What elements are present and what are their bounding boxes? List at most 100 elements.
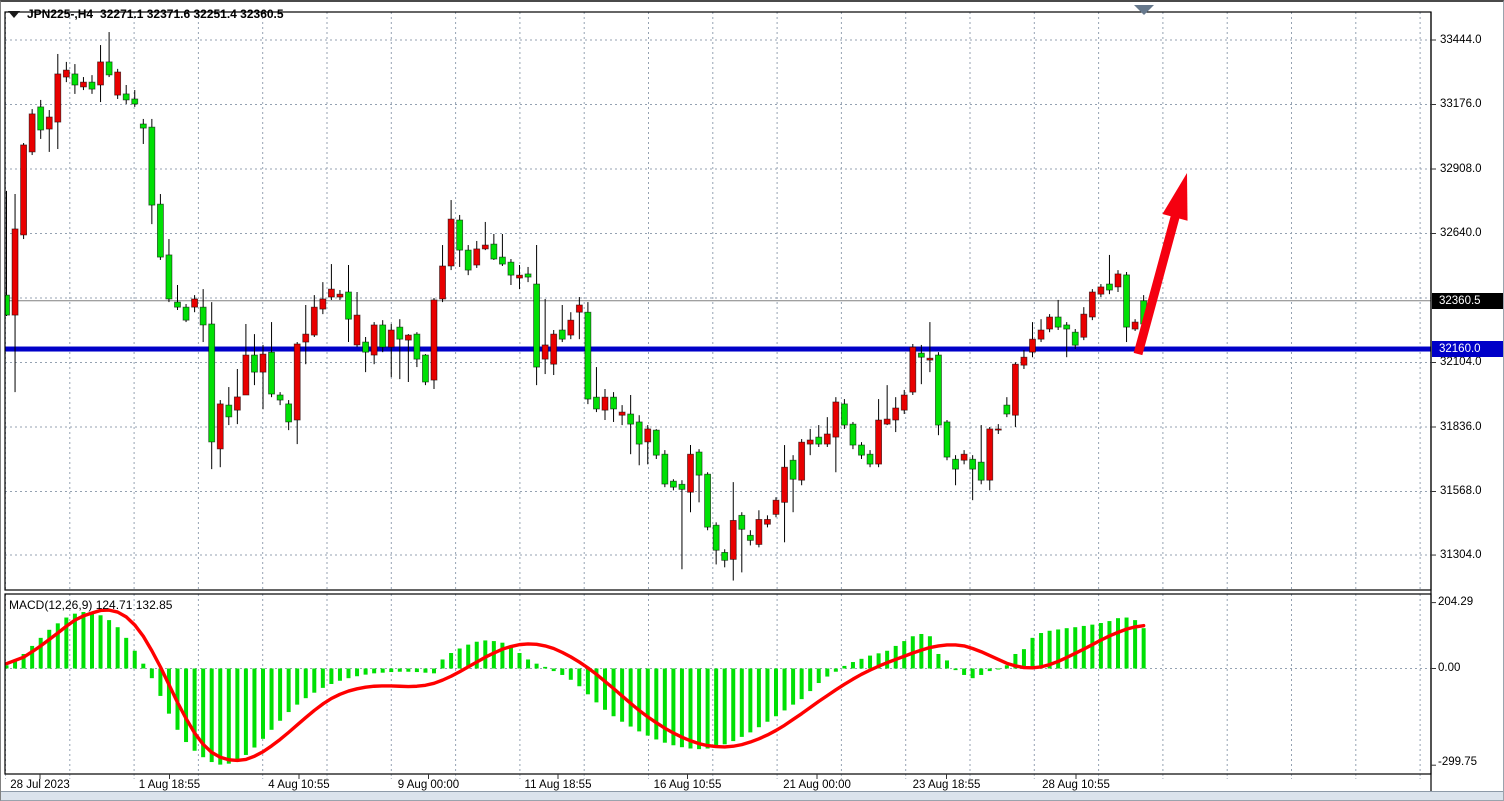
candle: [353, 314, 361, 346]
candle: [20, 144, 28, 236]
macd-bar: [748, 668, 753, 733]
candle: [5, 294, 10, 316]
macd-bar: [842, 665, 847, 669]
candle: [216, 403, 224, 450]
candle: [490, 243, 498, 260]
macd-bar: [868, 655, 873, 669]
candle: [772, 499, 780, 515]
macd-bar: [1039, 633, 1044, 669]
candle: [114, 71, 122, 96]
candle: [729, 519, 737, 560]
candle: [481, 244, 489, 250]
macd-bar: [970, 668, 975, 679]
macd-bar: [483, 640, 488, 669]
candle: [404, 334, 412, 341]
chart-shift-marker-icon[interactable]: [1134, 5, 1154, 15]
candle: [233, 396, 241, 411]
macd-bar: [158, 668, 163, 696]
symbol-dropdown-triangle-icon[interactable]: [8, 10, 20, 18]
macd-bar: [261, 668, 265, 739]
price-axis-label: 31568.0: [1440, 485, 1482, 497]
candle: [88, 81, 96, 90]
macd-bar: [55, 623, 60, 669]
candle: [242, 354, 250, 396]
macd-bar: [628, 668, 633, 727]
macd-bar: [30, 645, 35, 669]
price-axis-label: 32640.0: [1440, 227, 1482, 239]
candle: [1054, 316, 1062, 328]
candle: [447, 218, 455, 267]
macd-bar: [825, 668, 830, 677]
candle: [208, 323, 216, 443]
macd-bar: [945, 660, 949, 669]
macd-bar: [47, 629, 52, 669]
candle: [764, 519, 771, 525]
candle: [601, 396, 609, 411]
macd-bar: [1090, 624, 1095, 669]
current-price-badge: 32360.5: [1432, 292, 1503, 309]
candle: [738, 514, 746, 530]
macd-bar: [1056, 629, 1061, 669]
macd-bar: [329, 668, 334, 684]
candle: [584, 311, 592, 400]
candle: [670, 480, 677, 488]
candle: [413, 333, 421, 360]
candle: [866, 453, 874, 465]
macd-bar: [389, 668, 394, 673]
macd-bar: [98, 615, 103, 669]
time-axis-label: 4 Aug 10:55: [268, 779, 330, 791]
candle: [1063, 324, 1071, 330]
candle: [199, 306, 207, 326]
candle: [131, 98, 139, 105]
candle: [1071, 331, 1079, 346]
candle: [858, 444, 865, 456]
candle: [533, 283, 540, 368]
candle: [122, 93, 130, 101]
macd-bar: [397, 668, 402, 672]
candle: [251, 354, 258, 373]
macd-bar: [337, 668, 342, 681]
macd-bar: [731, 668, 736, 742]
macd-bar: [936, 653, 941, 669]
symbol-period-label: JPN225-,H4: [27, 7, 94, 21]
time-axis-label: 23 Aug 18:55: [912, 779, 981, 791]
candle: [327, 288, 335, 298]
macd-bar: [252, 668, 257, 748]
macd-bar: [1073, 627, 1078, 669]
candle: [678, 483, 686, 490]
macd-bar: [192, 668, 197, 751]
macd-bar: [739, 668, 744, 737]
candle: [1114, 273, 1122, 288]
macd-bar: [603, 668, 607, 710]
macd-bar: [432, 668, 436, 674]
window-bottom-strip: [1, 791, 1503, 800]
price-pane: [5, 12, 1431, 590]
price-axis-label: 33176.0: [1440, 98, 1482, 110]
macd-bar: [816, 668, 821, 684]
candle: [191, 298, 199, 308]
candle: [507, 261, 515, 276]
candle: [97, 61, 104, 86]
time-axis-label: 28 Jul 2023: [10, 779, 70, 791]
macd-bar: [295, 668, 300, 705]
support-trendline: [5, 346, 1431, 352]
macd-bar: [1141, 628, 1146, 669]
macd-axis-label: 204.29: [1438, 596, 1474, 609]
macd-bar: [406, 668, 411, 672]
candle: [259, 353, 267, 373]
macd-bar: [414, 668, 419, 673]
macd-bar: [551, 668, 556, 672]
macd-bar: [1107, 621, 1112, 669]
candle: [550, 333, 558, 365]
price-axis-label: 31304.0: [1440, 548, 1482, 561]
candle: [148, 126, 156, 206]
candle: [524, 273, 532, 278]
time-axis-label: 21 Aug 00:00: [783, 779, 851, 791]
macd-bar: [1124, 617, 1129, 669]
macd-bar: [13, 660, 18, 669]
candle: [80, 81, 87, 88]
candle: [276, 394, 284, 401]
candle: [370, 324, 378, 356]
trend-arrow: [1162, 173, 1188, 221]
